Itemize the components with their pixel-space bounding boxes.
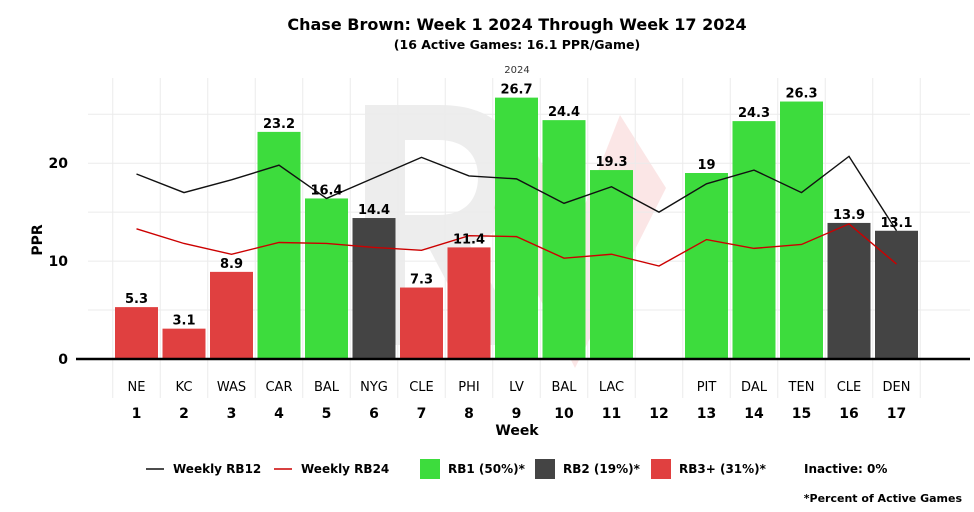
week-tick-label: 6 — [369, 406, 379, 422]
y-axis-title: PPR — [30, 224, 46, 256]
bars-layer — [115, 97, 918, 360]
y-tick-label: 20 — [49, 156, 69, 172]
bar-value-label: 26.3 — [785, 87, 817, 102]
bar-value-label: 24.3 — [738, 106, 770, 121]
bar-value-label: 3.1 — [172, 314, 195, 329]
bar-value-label: 19.3 — [595, 155, 627, 170]
opponent-label: CLE — [409, 380, 434, 395]
bar-week-6 — [352, 218, 396, 359]
opponent-label: WAS — [217, 380, 246, 395]
chart-title: Chase Brown: Week 1 2024 Through Week 17… — [287, 15, 746, 34]
legend-rb3-swatch — [651, 459, 671, 479]
week-tick-label: 9 — [512, 406, 522, 422]
bar-value-label: 19 — [697, 158, 715, 173]
bar-week-17 — [875, 230, 918, 359]
bar-week-13 — [685, 173, 728, 359]
bar-value-label: 23.2 — [263, 117, 295, 132]
legend-rb1-swatch — [420, 459, 440, 479]
bar-value-label: 7.3 — [410, 273, 433, 288]
week-tick-label: 5 — [322, 406, 332, 422]
week-tick-label: 17 — [887, 406, 906, 422]
week-tick-label: 15 — [792, 406, 811, 422]
opponent-label: DEN — [883, 380, 911, 395]
legend-rb2-swatch — [535, 459, 555, 479]
bar-week-2 — [162, 328, 206, 359]
footnote: *Percent of Active Games — [804, 492, 963, 505]
bar-week-9 — [495, 97, 538, 359]
legend-rb3-label: RB3+ (31%)* — [679, 462, 767, 476]
x-axis-title: Week — [495, 423, 539, 439]
bar-week-10 — [542, 120, 586, 359]
week-tick-label: 14 — [744, 406, 764, 422]
axis-layer: 0 10 20 NE 1 KC 2 WAS 3 CAR 4 BAL 5 NYG 6 CLE 7 PHI 8 LV 9 BA… — [49, 156, 970, 422]
chart-subtitle: (16 Active Games: 16.1 PPR/Game) — [394, 37, 640, 52]
week-tick-label: 11 — [602, 406, 621, 422]
legend-rb24-label: Weekly RB24 — [301, 462, 389, 476]
bar-week-8 — [447, 247, 491, 359]
legend-inactive-label: Inactive: 0% — [804, 462, 887, 476]
bar-value-label: 16.4 — [310, 183, 342, 198]
opponent-label: LV — [509, 380, 524, 395]
bar-value-label: 8.9 — [220, 257, 243, 272]
bar-week-14 — [732, 121, 776, 360]
week-tick-label: 4 — [274, 406, 284, 422]
opponent-label: DAL — [741, 380, 768, 395]
bar-week-7 — [400, 287, 443, 359]
week-tick-label: 10 — [554, 406, 574, 422]
bar-week-3 — [210, 271, 253, 359]
bar-value-label: 26.7 — [500, 83, 532, 98]
bar-value-label: 14.4 — [358, 203, 390, 218]
bar-value-label: 5.3 — [125, 292, 148, 307]
lines-layer — [136, 155, 898, 267]
bar-value-label: 13.1 — [880, 216, 912, 231]
opponent-label: TEN — [788, 380, 815, 395]
opponent-label: CAR — [265, 380, 292, 395]
week-tick-label: 1 — [132, 406, 142, 422]
opponent-label: NYG — [360, 380, 388, 395]
legend-rb2-label: RB2 (19%)* — [563, 462, 641, 476]
opponent-label: NE — [128, 380, 146, 395]
season-label: 2024 — [504, 65, 529, 76]
legend: Weekly RB12 Weekly RB24 RB1 (50%)* RB2 (19%… — [146, 459, 887, 479]
opponent-label: CLE — [837, 380, 862, 395]
legend-rb1-label: RB1 (50%)* — [448, 462, 526, 476]
opponent-label: KC — [176, 380, 193, 395]
bar-week-11 — [590, 170, 633, 359]
week-tick-label: 16 — [839, 406, 858, 422]
opponent-label: BAL — [551, 380, 577, 395]
y-tick-label: 10 — [49, 254, 69, 270]
week-tick-label: 7 — [417, 406, 427, 422]
opponent-label: PIT — [697, 380, 717, 395]
bar-week-16 — [827, 222, 871, 359]
week-tick-label: 8 — [464, 406, 474, 422]
opponent-label: BAL — [314, 380, 340, 395]
labels-layer: 5.3 3.1 8.9 23.2 16.4 14.4 7.3 11.4 26.7 24.4 19.3… — [125, 83, 913, 329]
bar-value-label: 11.4 — [453, 232, 485, 247]
bar-value-label: 13.9 — [833, 208, 865, 223]
opponent-label: LAC — [599, 380, 624, 395]
week-tick-label: 12 — [649, 406, 668, 422]
opponent-label: PHI — [458, 380, 479, 395]
week-tick-label: 13 — [697, 406, 716, 422]
week-tick-label: 3 — [227, 406, 237, 422]
bar-week-15 — [780, 101, 823, 360]
legend-rb12-label: Weekly RB12 — [173, 462, 261, 476]
bar-value-label: 24.4 — [548, 105, 580, 120]
bar-week-5 — [305, 198, 348, 359]
week-tick-label: 2 — [179, 406, 189, 422]
line-weekly-rb24 — [136, 223, 897, 267]
line-weekly-rb12 — [136, 155, 898, 232]
bar-week-1 — [115, 307, 158, 359]
y-tick-label: 0 — [58, 352, 68, 368]
